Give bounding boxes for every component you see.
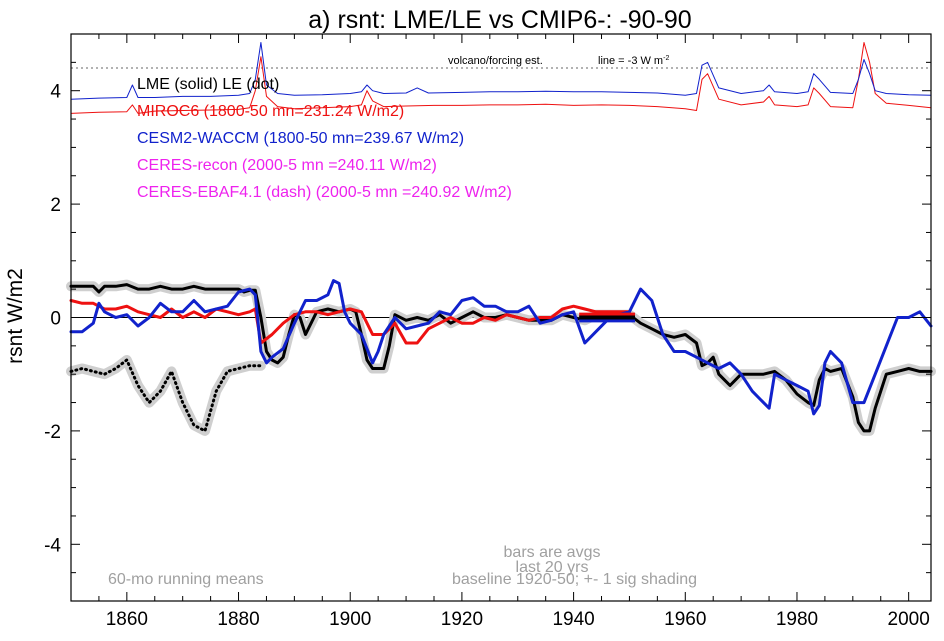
average-bars xyxy=(579,312,636,323)
x-tick-label: 1960 xyxy=(664,609,706,630)
y-tick-label: 4 xyxy=(50,82,61,103)
legend-entry-3: CERES-recon (2000-5 mn =240.11 W/m2) xyxy=(137,157,437,174)
y-axis-label: rsnt W/m2 xyxy=(4,268,27,364)
series-line-5 xyxy=(70,42,932,100)
y-tick-label: 2 xyxy=(50,195,61,216)
x-tick-label: 1940 xyxy=(552,609,594,630)
series-layer xyxy=(66,42,936,436)
legend-entry-0: LME (solid) LE (dot) xyxy=(137,76,279,93)
reference-line-unit-exponent: -2 xyxy=(663,55,669,62)
x-tick-label: 1900 xyxy=(329,609,371,630)
baseline-note: baseline 1920-50; +- 1 sig shading xyxy=(452,571,697,588)
x-tick-label: 2000 xyxy=(888,609,930,630)
bars-note-line-1: bars are avgs xyxy=(504,544,601,561)
y-tick-label: -4 xyxy=(44,535,61,556)
axis-ticks: 1860 1880 1900 1920 1940 1960 1980 2000 4 2 0 -2 -4 xyxy=(44,33,931,630)
bars-note-line-2: last 20 yrs xyxy=(516,559,589,576)
series-line-0 xyxy=(69,283,933,433)
reference-line-label: line = -3 W m-2 xyxy=(598,55,669,67)
x-tick-label: 1860 xyxy=(106,609,148,630)
x-tick-label: 1980 xyxy=(776,609,818,630)
legend-entry-1: MIROC6 (1800-50 mn=231.24 W/m2) xyxy=(137,103,404,120)
series-line-1 xyxy=(69,358,263,433)
x-tick-label: 1880 xyxy=(217,609,259,630)
y-tick-label: 0 xyxy=(50,309,61,330)
legend-entry-4: CERES-EBAF4.1 (dash) (2000-5 mn =240.92 … xyxy=(137,184,512,201)
legend-entry-2: CESM2-WACCM (1800-50 mn=239.67 W/m2) xyxy=(137,130,464,147)
volcano-label: volcano/forcing est. xyxy=(448,55,543,67)
series-line-3 xyxy=(69,279,933,416)
annotations: volcano/forcing est. line = -3 W m-2 bar… xyxy=(108,55,697,588)
chart-title: a) rsnt: LME/LE vs CMIP6-: -90-90 xyxy=(308,6,691,34)
sigma-shading-1 xyxy=(66,355,266,436)
series-line-4 xyxy=(70,42,932,114)
x-tick-label: 1920 xyxy=(441,609,483,630)
legend: LME (solid) LE (dot) MIROC6 (1800-50 mn=2… xyxy=(137,76,512,201)
y-tick-label: -2 xyxy=(44,422,61,443)
running-means-note: 60-mo running means xyxy=(108,571,264,588)
reference-line-text: line = -3 W m xyxy=(598,55,663,67)
